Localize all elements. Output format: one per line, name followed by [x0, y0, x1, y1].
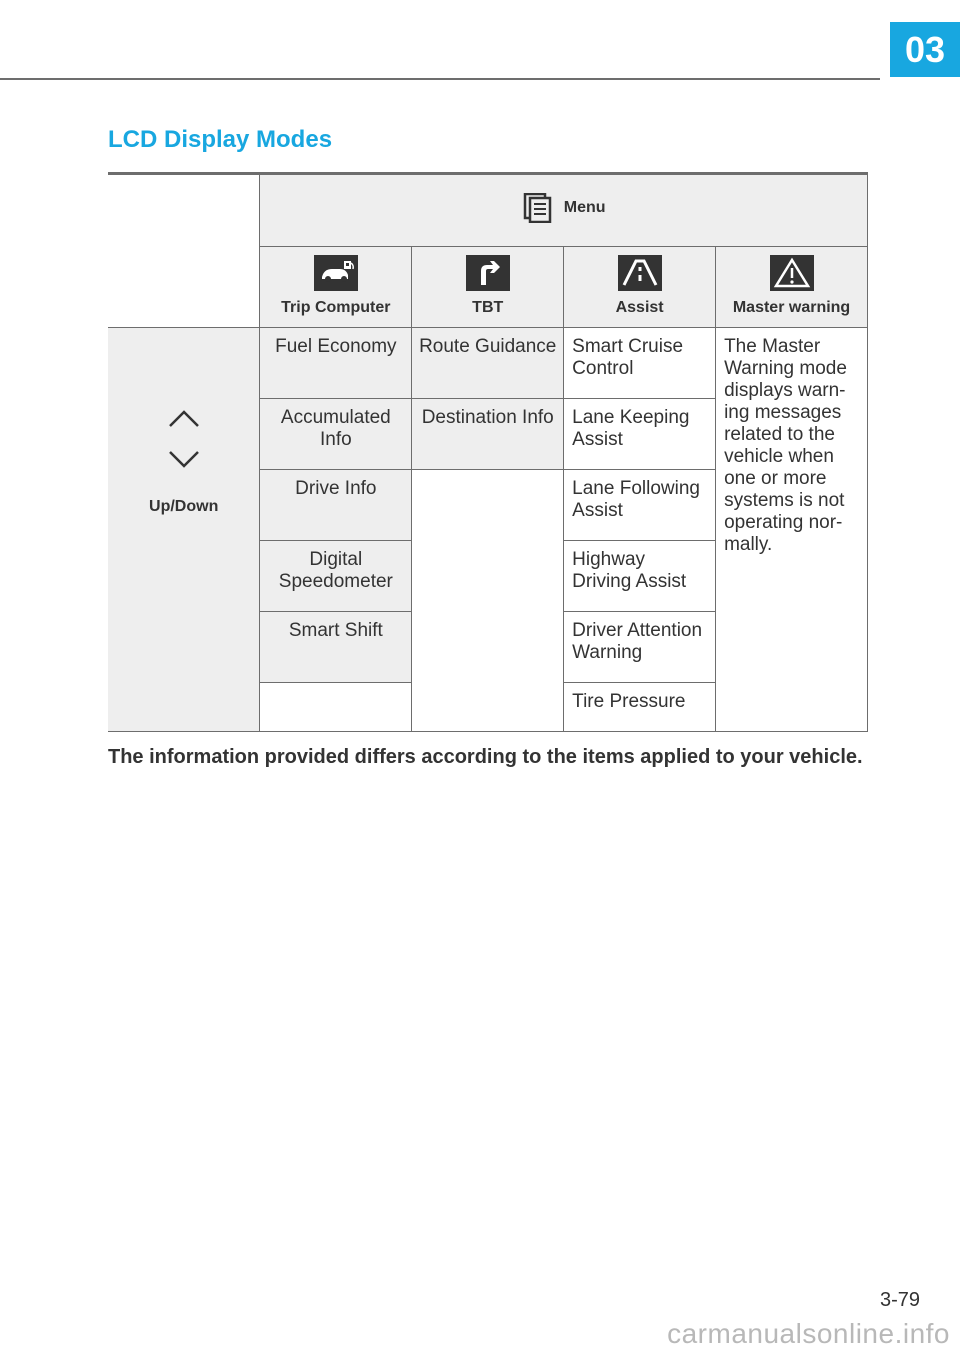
- cell-assist-3: Highway Driving Assist: [564, 541, 716, 612]
- lcd-modes-table: Menu Trip Computer: [108, 172, 868, 732]
- page-number: 3-79: [880, 1289, 920, 1312]
- menu-icon: [522, 193, 554, 223]
- cell-master-warning: The Master Warning mode displays warn­in…: [716, 328, 868, 732]
- cell-trip-empty: [260, 683, 412, 732]
- col-assist: Assist: [564, 247, 716, 328]
- chapter-tab: 03: [890, 22, 960, 77]
- manual-page: 03 LCD Display Modes: [0, 0, 960, 1362]
- col-label: Master warning: [733, 299, 850, 316]
- cell-trip-2: Drive Info: [260, 470, 412, 541]
- table-row: Up/Down Fuel Economy Route Guidance Smar…: [108, 328, 868, 399]
- cell-tbt-1: Destination Info: [412, 399, 564, 470]
- col-trip-computer: Trip Computer: [260, 247, 412, 328]
- col-label: TBT: [472, 299, 503, 316]
- top-rule: [0, 78, 880, 80]
- lane-assist-icon: [618, 255, 662, 291]
- section-title: LCD Display Modes: [108, 126, 868, 154]
- updown-label: Up/Down: [109, 498, 258, 516]
- cell-assist-4: Driver Attention Warning: [564, 612, 716, 683]
- fuel-car-icon: [314, 255, 358, 291]
- cell-trip-1: Accumulated Info: [260, 399, 412, 470]
- chevron-up-icon: [166, 408, 202, 430]
- content-area: LCD Display Modes: [108, 126, 868, 791]
- updown-cell: Up/Down: [108, 328, 260, 732]
- cell-assist-0: Smart Cruise Control: [564, 328, 716, 399]
- col-master-warning: Master warning: [716, 247, 868, 328]
- cell-tbt-0: Route Guidance: [412, 328, 564, 399]
- cell-tbt-empty: [412, 470, 564, 732]
- col-label: Assist: [616, 299, 664, 316]
- col-label: Trip Computer: [281, 299, 390, 316]
- table-header-menu-row: Menu: [108, 174, 868, 247]
- turn-arrow-icon: [466, 255, 510, 291]
- cell-assist-1: Lane Keeping Assist: [564, 399, 716, 470]
- col-tbt: TBT: [412, 247, 564, 328]
- cell-trip-0: Fuel Economy: [260, 328, 412, 399]
- warning-triangle-icon: [770, 255, 814, 291]
- blank-header: [108, 174, 260, 328]
- cell-assist-2: Lane Following Assist: [564, 470, 716, 541]
- chevron-down-icon: [166, 448, 202, 470]
- menu-header: Menu: [260, 174, 868, 247]
- watermark: carmanualsonline.info: [667, 1318, 950, 1350]
- cell-trip-3: Digital Speedometer: [260, 541, 412, 612]
- menu-label: Menu: [564, 199, 606, 217]
- cell-trip-4: Smart Shift: [260, 612, 412, 683]
- chapter-number: 03: [905, 29, 945, 71]
- cell-assist-5: Tire Pressure: [564, 683, 716, 732]
- footnote: The information provided differs accordi…: [108, 744, 868, 771]
